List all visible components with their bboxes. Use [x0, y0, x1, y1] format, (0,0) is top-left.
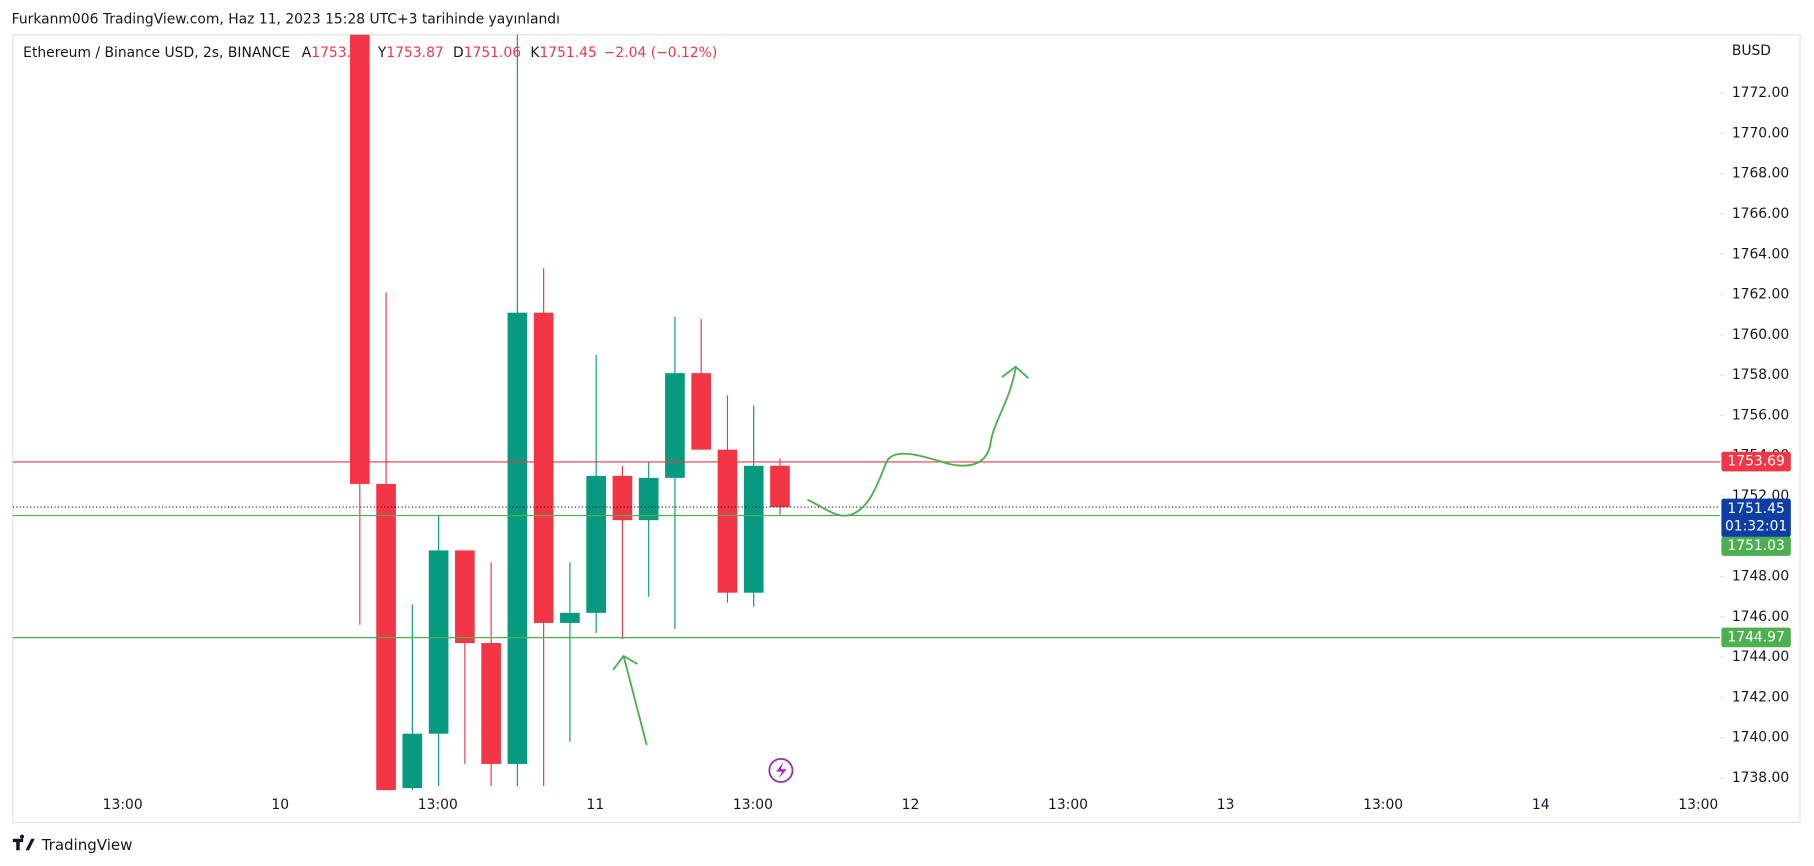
ohlc-value: 1751.45 — [539, 45, 596, 61]
x-tick-label: 13:00 — [1363, 797, 1403, 813]
candle-body — [560, 612, 580, 623]
candle-body — [428, 550, 449, 734]
y-tick-label: 1740.00 — [1732, 730, 1789, 746]
candle-body — [455, 550, 475, 644]
x-tick-label: 11 — [587, 797, 605, 813]
legend-text: Ethereum / Binance USD, 2s, BINANCE A 1753… — [23, 45, 717, 61]
x-tick-label: 13 — [1217, 797, 1235, 813]
y-tick-label: 1758.00 — [1732, 367, 1789, 383]
drawings — [612, 365, 1030, 746]
ohlc-value: 1753.87 — [386, 45, 443, 61]
y-tick-label: 1756.00 — [1732, 407, 1789, 423]
logo — [12, 834, 35, 851]
y-tick-label: 1744.00 — [1732, 649, 1789, 665]
candle-body — [586, 475, 606, 613]
chart-frame — [12, 34, 1801, 824]
y-tick-label: 1762.00 — [1732, 287, 1789, 303]
candle-body — [665, 373, 685, 478]
y-tick-label: 1764.00 — [1732, 246, 1789, 262]
x-tick-label: 12 — [902, 797, 920, 813]
candle-body — [533, 312, 554, 623]
price-label-box — [1721, 451, 1791, 472]
x-tick-label: 13:00 — [103, 797, 143, 813]
arrow-up — [612, 654, 648, 746]
y-tick-label: 1760.00 — [1732, 327, 1789, 343]
candle-body — [691, 373, 712, 450]
y-tick-label: 1746.00 — [1732, 609, 1789, 625]
published-note: Furkanm006 TradingView.com, Haz 11, 2023… — [12, 12, 560, 28]
currency: BUSD — [1732, 43, 1771, 59]
x-tick-label: 14 — [1532, 797, 1550, 813]
legend: Ethereum / Binance USD, 2s, BINANCE A 1753… — [23, 45, 717, 61]
symbol: Ethereum / Binance USD, 2s, BINANCE — [23, 45, 290, 61]
candle-body — [507, 312, 528, 764]
candle-body — [402, 733, 423, 789]
ohlc-label: Y — [377, 45, 387, 61]
candle-body — [376, 483, 396, 791]
x-tick-label: 13:00 — [418, 797, 458, 813]
ohlc-label: K — [530, 45, 540, 61]
candle-body — [349, 34, 370, 484]
y-axis: 1738.00 1740.00 1742.00 1744.00 1746.00 1748.… — [103, 85, 1790, 813]
candle-body — [638, 477, 659, 521]
last-price-label: 1751.45 — [1727, 501, 1784, 517]
candle-body — [743, 465, 764, 593]
candle-body — [770, 465, 790, 508]
candles — [349, 34, 790, 791]
countdown: 01:32:01 — [1725, 518, 1787, 534]
price-label: 1751.03 — [1727, 538, 1784, 554]
candle-body — [612, 475, 633, 521]
candle-body — [481, 643, 501, 764]
x-tick-label: 13:00 — [1048, 797, 1088, 813]
x-tick-label: 10 — [271, 797, 289, 813]
y-tick-label: 1738.00 — [1732, 770, 1789, 786]
ohlc-label: A — [302, 45, 312, 61]
price-label: 1753.69 — [1727, 454, 1784, 470]
price-label: 1744.97 — [1727, 629, 1784, 645]
y-tick-label: 1768.00 — [1732, 166, 1789, 182]
price-label-box — [1721, 536, 1791, 556]
y-tick-label: 1766.00 — [1732, 206, 1789, 222]
y-tick-label: 1742.00 — [1732, 689, 1789, 705]
last-price-box — [1721, 498, 1791, 537]
y-tick-label: 1748.00 — [1732, 569, 1789, 585]
ohlc-label: D — [453, 45, 464, 61]
y-tick-label: 1772.00 — [1732, 85, 1789, 101]
price-label-box — [1721, 627, 1791, 648]
x-tick-label: 13:00 — [733, 797, 773, 813]
projection-arrow — [807, 365, 1030, 517]
candle-body — [717, 449, 738, 593]
footer-brand: TradingView — [41, 836, 133, 854]
y-tick-label: 1770.00 — [1732, 125, 1789, 141]
change: −2.04 (−0.12%) — [604, 45, 717, 61]
ohlc-value: 1751.06 — [464, 45, 521, 61]
replay-icon — [768, 758, 794, 783]
x-tick-label: 13:00 — [1678, 797, 1718, 813]
